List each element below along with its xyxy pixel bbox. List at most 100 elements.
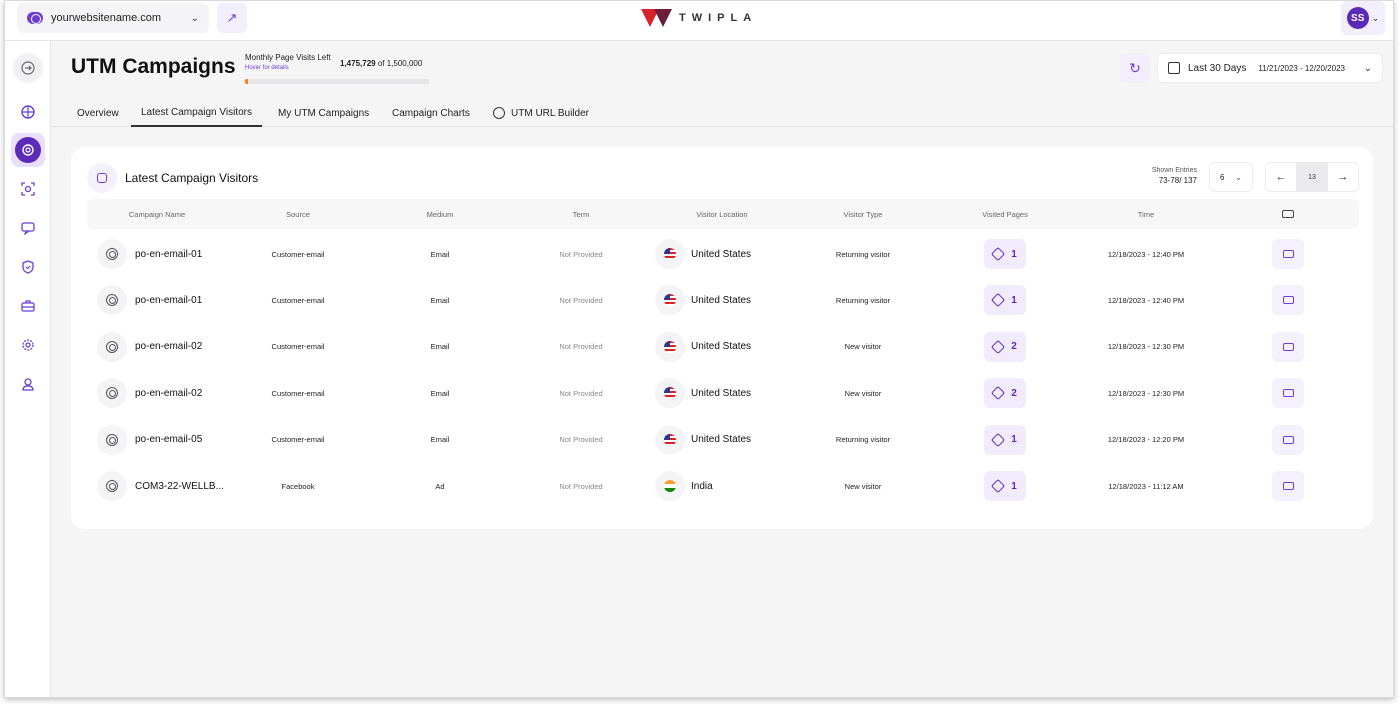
- col-term: Term: [572, 209, 590, 219]
- time-cell: 12/18/2023 - 12:40 PM: [1107, 249, 1185, 259]
- latest-visitors-card: Latest Campaign Visitors Shown Entries 7…: [71, 147, 1373, 529]
- visits-progress-fill: [245, 79, 248, 84]
- campaign-name: po-en-email-05: [135, 434, 203, 446]
- visitor-type-cell: New visitor: [844, 481, 882, 491]
- play-recording-button[interactable]: [1272, 378, 1304, 409]
- tab-overview[interactable]: Overview: [67, 99, 129, 127]
- col-medium: Medium: [426, 209, 454, 219]
- per-page-value: 6: [1220, 172, 1225, 182]
- play-recording-button[interactable]: [1272, 239, 1304, 269]
- next-page-button[interactable]: →: [1328, 163, 1358, 191]
- website-name: yourwebsitename.com: [51, 12, 162, 24]
- tab-utm-url-builder[interactable]: UTM URL Builder: [483, 99, 599, 127]
- card-title: Latest Campaign Visitors: [125, 171, 259, 185]
- visitor-type-cell: Returning visitor: [835, 435, 891, 445]
- open-website-button[interactable]: ↗: [217, 3, 247, 33]
- per-page-select[interactable]: 6 ⌄: [1209, 162, 1253, 192]
- col-visitor-type: Visitor Type: [843, 209, 883, 219]
- campaign-target-icon: [97, 239, 127, 269]
- col-campaign-name: Campaign Name: [128, 209, 186, 219]
- country-name: India: [691, 480, 713, 492]
- tab-label: Campaign Charts: [392, 107, 470, 119]
- arrow-left-icon: ←: [1275, 171, 1287, 183]
- sidebar-item-analytics[interactable]: [13, 97, 43, 127]
- campaign-target-icon: [97, 285, 127, 316]
- visitor-type-cell: New visitor: [844, 388, 882, 398]
- visited-pages-cell: 1: [984, 463, 1026, 509]
- visited-pages-button[interactable]: 1: [984, 285, 1026, 316]
- country-name: United States: [691, 434, 752, 446]
- table-header: Campaign Name Source Medium Term Visitor…: [87, 199, 1359, 229]
- tab-campaign-charts[interactable]: Campaign Charts: [382, 99, 480, 127]
- visited-pages-button[interactable]: 1: [984, 471, 1026, 501]
- visited-pages-button[interactable]: 2: [984, 331, 1026, 362]
- tab-label: Overview: [77, 107, 119, 119]
- visited-pages-count: 2: [1011, 341, 1017, 353]
- table-row[interactable]: po-en-email-02 Customer-email Email Not …: [87, 324, 1359, 370]
- chat-icon: [21, 222, 35, 235]
- sidebar-item-privacy[interactable]: [13, 252, 43, 282]
- table-row[interactable]: po-en-email-02 Customer-email Email Not …: [87, 370, 1359, 416]
- campaign-cell: po-en-email-01: [97, 231, 202, 277]
- recording-cell: [1272, 277, 1304, 323]
- location-cell: United States: [655, 231, 751, 277]
- play-recording-button[interactable]: [1272, 424, 1304, 455]
- refresh-button[interactable]: ↻: [1120, 53, 1150, 83]
- sidebar-item-settings[interactable]: [13, 330, 43, 360]
- table-row[interactable]: po-en-email-01 Customer-email Email Not …: [87, 277, 1359, 323]
- date-range-picker[interactable]: Last 30 Days 11/21/2023 - 12/20/2023 ⌄: [1157, 53, 1383, 83]
- flag-icon: [655, 378, 685, 409]
- medium-cell: Email: [430, 342, 450, 352]
- page-number-input[interactable]: 13: [1296, 163, 1328, 191]
- visitor-type-cell: New visitor: [844, 342, 882, 352]
- user-menu-button[interactable]: SS ⌄: [1341, 1, 1385, 35]
- time-cell: 12/18/2023 - 12:40 PM: [1107, 295, 1185, 305]
- col-recording: [1282, 199, 1294, 229]
- table-row[interactable]: COM3-22-WELLB... Facebook Ad Not Provide…: [87, 463, 1359, 509]
- play-recording-button[interactable]: [1272, 471, 1304, 501]
- visited-pages-count: 1: [1011, 480, 1017, 492]
- play-recording-button[interactable]: [1272, 285, 1304, 316]
- visited-pages-button[interactable]: 1: [984, 424, 1026, 455]
- medium-cell: Email: [430, 249, 450, 259]
- recording-cell: [1272, 324, 1304, 370]
- sidebar-collapse-button[interactable]: [13, 53, 43, 83]
- sidebar-item-behavior[interactable]: [13, 174, 43, 204]
- sidebar-item-apps[interactable]: [13, 291, 43, 321]
- visited-pages-button[interactable]: 1: [984, 239, 1026, 269]
- calendar-icon: [1168, 62, 1180, 74]
- refresh-icon: ↻: [1129, 59, 1141, 76]
- table-row[interactable]: po-en-email-01 Customer-email Email Not …: [87, 231, 1359, 277]
- visited-pages-button[interactable]: 2: [984, 378, 1026, 409]
- play-recording-button[interactable]: [1272, 331, 1304, 362]
- table-row[interactable]: po-en-email-05 Customer-email Email Not …: [87, 417, 1359, 463]
- sidebar-item-campaigns[interactable]: [11, 133, 45, 167]
- briefcase-icon: [21, 300, 35, 312]
- location-cell: United States: [655, 277, 751, 323]
- user-icon: [22, 378, 34, 391]
- visits-label: Monthly Page Visits Left: [245, 53, 331, 62]
- term-cell: Not Provided: [559, 481, 603, 491]
- term-cell: Not Provided: [559, 249, 603, 259]
- campaign-name: COM3-22-WELLB...: [135, 480, 224, 492]
- date-range-label: Last 30 Days: [1188, 62, 1247, 74]
- page-visits-meter[interactable]: Monthly Page Visits Left Hover for detai…: [245, 53, 429, 84]
- col-visitor-location: Visitor Location: [696, 209, 748, 219]
- term-cell: Not Provided: [559, 435, 603, 445]
- campaign-name: po-en-email-01: [135, 248, 203, 260]
- visits-hover-hint: Hover for details: [245, 65, 289, 71]
- campaign-cell: COM3-22-WELLB...: [97, 463, 224, 509]
- tab-my-utm-campaigns[interactable]: My UTM Campaigns: [268, 99, 379, 127]
- sidebar-item-feedback[interactable]: [13, 213, 43, 243]
- target-icon: [493, 107, 505, 119]
- sidebar-item-account[interactable]: [13, 369, 43, 399]
- arrow-right-icon: →: [1337, 171, 1349, 183]
- tab-bar: Overview Latest Campaign Visitors My UTM…: [51, 99, 1393, 127]
- website-selector[interactable]: yourwebsitename.com ⌄: [17, 3, 209, 33]
- tab-latest-campaign-visitors[interactable]: Latest Campaign Visitors: [131, 99, 262, 127]
- prev-page-button[interactable]: ←: [1266, 163, 1296, 191]
- time-cell: 12/18/2023 - 12:20 PM: [1107, 435, 1185, 445]
- focus-icon: [21, 182, 35, 196]
- campaign-name: po-en-email-02: [135, 341, 203, 353]
- location-cell: United States: [655, 370, 751, 416]
